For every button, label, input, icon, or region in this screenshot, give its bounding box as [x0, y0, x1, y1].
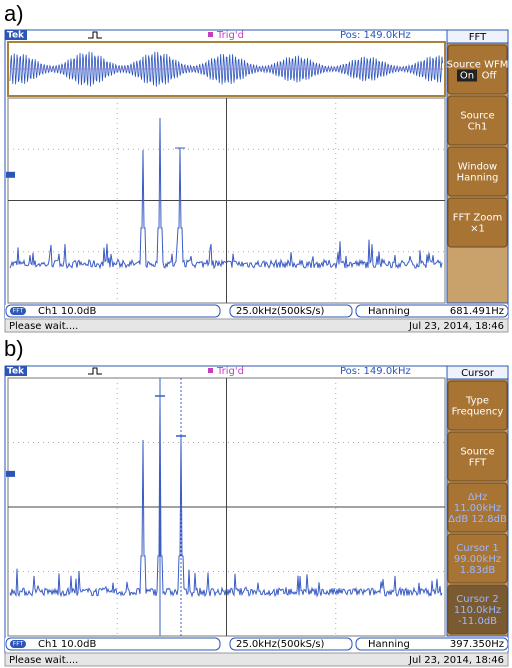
channel: Ch1 10.0dB	[38, 306, 96, 317]
menu-button-text: Ch1	[468, 122, 488, 133]
badge: FFT	[13, 308, 24, 315]
menu-button-text: Cursor 1	[456, 543, 498, 554]
figure: a) Tek Trig'd Pos: 149.0kHz FFT Source WFMOn O…	[0, 0, 512, 668]
menu-button-text: 1.83dB	[460, 565, 496, 576]
menu-button-text: -11.0dB	[458, 616, 497, 627]
menu-title: Cursor	[461, 368, 495, 379]
toggle-option[interactable]: On	[460, 71, 474, 82]
ref-marker	[6, 471, 15, 477]
badge: FFT	[13, 641, 24, 648]
footer-message: Please wait....	[9, 321, 78, 332]
footer-datetime: Jul 23, 2014, 18:46	[408, 655, 504, 666]
timebase: 25.0kHz(500kS/s)	[236, 306, 325, 317]
menu-button-text: ΔHz	[468, 492, 488, 503]
menu-button-text: FFT	[469, 458, 487, 469]
channel: Ch1 10.0dB	[38, 639, 96, 650]
menu-button-text: 99.00kHz	[454, 554, 501, 565]
menu-button-text: FFT Zoom	[453, 213, 502, 224]
menu-button-text: Window	[458, 162, 497, 173]
window-type: Hanning	[368, 306, 410, 317]
trigger-marker	[208, 32, 213, 37]
panel-label: b)	[4, 336, 24, 361]
panel-label: a)	[4, 1, 24, 26]
readout: 681.491Hz	[450, 306, 504, 317]
menu-button-text: Source	[460, 111, 494, 122]
menu-button-text: Type	[465, 396, 489, 407]
brand: Tek	[7, 367, 25, 377]
menu-button-text: 110.0kHz	[454, 605, 501, 616]
menu-button-text: Source WFM	[447, 60, 509, 71]
menu-button-text: 11.00kHz	[454, 503, 501, 514]
menu-button-text: Hanning	[457, 173, 499, 184]
window-type: Hanning	[368, 639, 410, 650]
readout: 397.350Hz	[450, 639, 504, 650]
trigger-status: Trig'd	[216, 366, 244, 377]
menu-button-text: Frequency	[452, 407, 504, 418]
brand: Tek	[7, 31, 25, 41]
toggle-option[interactable]: Off	[482, 71, 498, 82]
timebase: 25.0kHz(500kS/s)	[236, 639, 325, 650]
menu-button-text: ×1	[470, 224, 485, 235]
trigger-marker	[208, 368, 213, 373]
trigger-status: Trig'd	[216, 30, 244, 41]
position: Pos: 149.0kHz	[340, 366, 411, 377]
ref-marker	[6, 172, 15, 178]
footer-datetime: Jul 23, 2014, 18:46	[408, 321, 504, 332]
position: Pos: 149.0kHz	[340, 30, 411, 41]
menu-button-text: Cursor 2	[456, 594, 498, 605]
menu-button-text: ΔdB 12.8dB	[448, 514, 507, 525]
footer-message: Please wait....	[9, 655, 78, 666]
menu-title: FFT	[469, 32, 487, 43]
menu-button-text: Source	[460, 447, 494, 458]
